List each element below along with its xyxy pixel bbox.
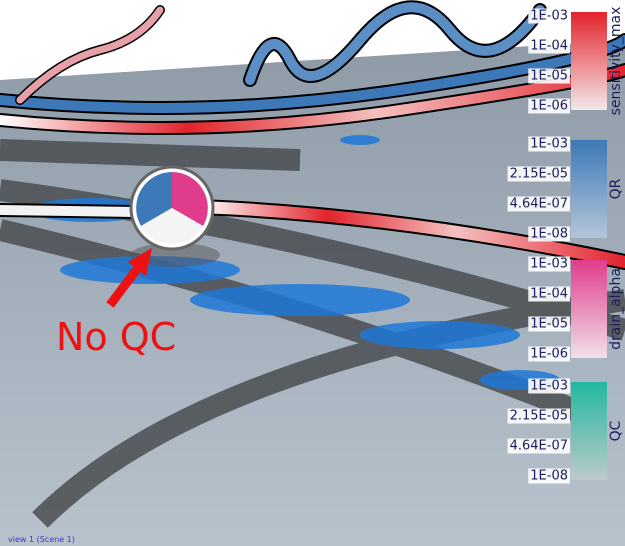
tick-bg — [507, 408, 570, 424]
tick-bg — [507, 438, 570, 454]
tick-label: 1E-06 — [530, 99, 568, 114]
view-label: view 1 (Scene 1) — [8, 535, 75, 544]
legend: sensitivity_max 1E-03 1E-04 1E-05 1E-06 — [528, 7, 624, 116]
tick-bg — [528, 468, 570, 484]
legend: QC 1E-03 2.15E-05 4.64E-07 1E-08 — [507, 378, 624, 484]
color-bar — [571, 382, 607, 480]
tick-label: 1E-06 — [530, 347, 568, 362]
pie-glyph — [129, 165, 220, 267]
tick-bg — [528, 346, 570, 362]
tick-label: 1E-05 — [530, 317, 568, 332]
tick-bg — [528, 8, 570, 24]
tick-label: 4.64E-07 — [510, 439, 568, 454]
tick-bg — [528, 316, 570, 332]
legend: QR 1E-03 2.15E-05 4.64E-07 1E-08 — [507, 136, 624, 242]
arrow — [106, 248, 152, 308]
tick-bg — [528, 38, 570, 54]
tick-bg — [528, 286, 570, 302]
legend: drain_alpha 1E-03 1E-04 1E-05 1E-06 — [528, 256, 624, 362]
color-bar — [571, 260, 607, 358]
tick-bg — [528, 256, 570, 272]
tick-bg — [528, 136, 570, 152]
tick-label: 1E-03 — [530, 379, 568, 394]
tick-bg — [507, 166, 570, 182]
tick-label: 1E-04 — [530, 287, 568, 302]
tick-label: 1E-03 — [530, 9, 568, 24]
tick-label: 2.15E-05 — [510, 167, 568, 182]
tick-label: 1E-08 — [530, 469, 568, 484]
tick-bg — [528, 378, 570, 394]
legends: sensitivity_max 1E-03 1E-04 1E-05 1E-06 QR 1E-… — [507, 7, 624, 484]
tick-label: 1E-03 — [530, 257, 568, 272]
annotation: No QC — [56, 315, 176, 359]
legend-title: sensitivity_max — [608, 7, 624, 116]
tick-bg — [528, 98, 570, 114]
legend-title: QR — [608, 178, 624, 199]
tick-label: 1E-05 — [530, 69, 568, 84]
color-bar — [571, 140, 607, 238]
tick-label: 4.64E-07 — [510, 197, 568, 212]
legend-title: QC — [608, 420, 624, 441]
tick-bg — [528, 68, 570, 84]
color-bar — [571, 12, 607, 110]
tick-bg — [528, 226, 570, 242]
tick-label: 1E-03 — [530, 137, 568, 152]
tick-label: 1E-08 — [530, 227, 568, 242]
tick-label: 1E-04 — [530, 39, 568, 54]
tick-bg — [507, 196, 570, 212]
tick-label: 2.15E-05 — [510, 409, 568, 424]
legend-title: drain_alpha — [608, 268, 624, 350]
